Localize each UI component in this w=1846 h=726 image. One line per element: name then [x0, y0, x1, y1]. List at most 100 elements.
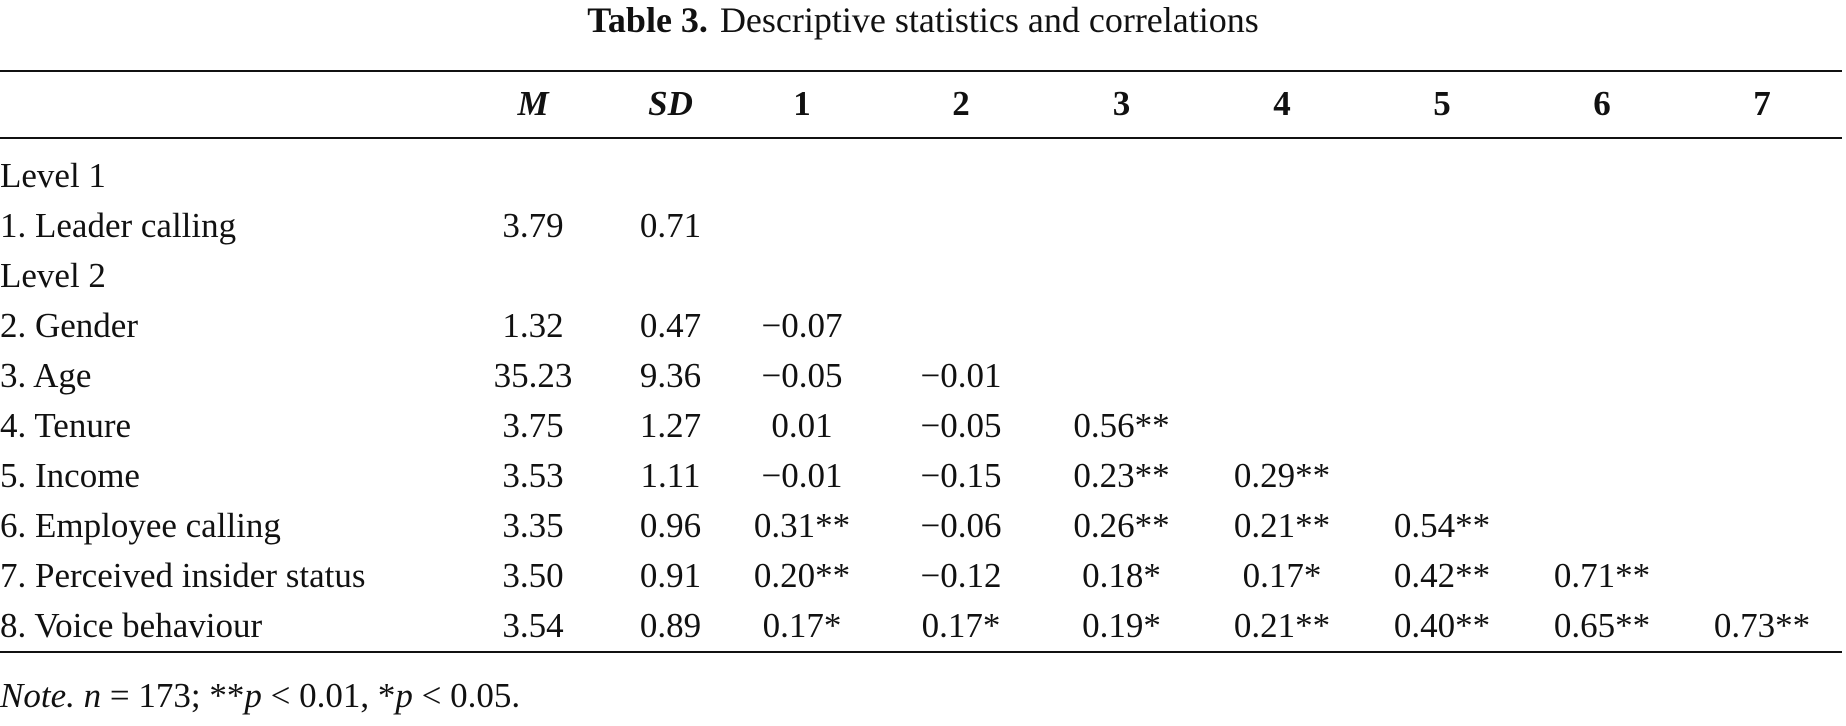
- table-cell: [448, 137, 618, 201]
- table-note: Note. n = 173; **p < 0.01, *p < 0.05.: [0, 676, 520, 716]
- column-header: 1: [793, 84, 811, 123]
- table-cell: [1522, 251, 1682, 301]
- table-cell: 0.20**: [753, 556, 851, 595]
- table-cell: 0.18*: [1082, 556, 1161, 595]
- note-p2-text: < 0.05.: [412, 676, 521, 715]
- table-cell: [881, 201, 1041, 251]
- table-cell: 0.47: [639, 306, 702, 345]
- table-cell: −0.05: [920, 406, 1002, 445]
- table-cell: [1202, 137, 1362, 201]
- row-label: Level 2: [0, 256, 106, 295]
- table-cell: 0.17*: [921, 606, 1001, 645]
- row-label: 3. Age: [0, 356, 92, 395]
- table-cell: 0.21**: [1233, 606, 1331, 645]
- table-cell: 0.56**: [1073, 406, 1170, 445]
- row-label: 6. Employee calling: [0, 506, 281, 545]
- note-n-symbol: n: [83, 676, 102, 715]
- table-cell: [1202, 201, 1362, 251]
- header-blank: [0, 71, 448, 137]
- table-cell: 0.29**: [1233, 456, 1331, 495]
- table-row: Level 2: [0, 251, 1842, 301]
- column-header: 3: [1112, 84, 1131, 123]
- note-p1-text: < 0.01, *: [261, 676, 396, 715]
- table-cell: 0.54**: [1393, 506, 1491, 545]
- table-cell: [618, 251, 723, 301]
- table-cell: [1041, 137, 1202, 201]
- column-header: M: [517, 84, 549, 123]
- table-cell: [1041, 351, 1202, 401]
- table-cell: −0.05: [761, 356, 843, 395]
- row-label: 8. Voice behaviour: [0, 606, 263, 645]
- table-cell: 0.71: [639, 206, 702, 245]
- table-cell: [881, 301, 1041, 351]
- table-cell: [881, 251, 1041, 301]
- table-cell: 0.31**: [753, 506, 851, 545]
- table-cell: [723, 137, 881, 201]
- table-cell: [1041, 251, 1202, 301]
- table-cell: 0.40**: [1393, 606, 1491, 645]
- table-cell: −0.15: [920, 456, 1002, 495]
- table-cell: 0.23**: [1073, 456, 1170, 495]
- table-cell: [1682, 451, 1842, 501]
- table-cell: −0.07: [761, 306, 843, 345]
- table-cell: 1.11: [640, 456, 701, 495]
- table-cell: [1202, 351, 1362, 401]
- statistics-table: M SD 1 2 3 4 5 6 7 Level 1 1. Leader calling 3.79 0…: [0, 71, 1842, 651]
- bottom-rule: [0, 651, 1842, 653]
- table-cell: [881, 137, 1041, 201]
- table-cell: 3.54: [502, 606, 564, 645]
- table-cell: 3.35: [502, 506, 564, 545]
- table-cell: −0.01: [761, 456, 843, 495]
- table-caption: Descriptive statistics and correlations: [719, 0, 1259, 40]
- table-row: 8. Voice behaviour 3.54 0.89 0.17* 0.17* 0.19…: [0, 601, 1842, 651]
- row-label: 1. Leader calling: [0, 206, 237, 245]
- table-cell: −0.12: [920, 556, 1002, 595]
- table-cell: [723, 201, 881, 251]
- table-cell: 0.19*: [1082, 606, 1161, 645]
- table-cell: 0.96: [639, 506, 702, 545]
- table-cell: [1682, 201, 1842, 251]
- table-cell: [1682, 251, 1842, 301]
- table-cell: 0.73**: [1713, 606, 1811, 645]
- column-header: 2: [952, 84, 970, 123]
- table-cell: [1041, 201, 1202, 251]
- note-p2-symbol: p: [395, 676, 413, 715]
- table-cell: [1522, 501, 1682, 551]
- table-cell: 0.17*: [762, 606, 842, 645]
- table-cell: 0.71**: [1553, 556, 1651, 595]
- table-cell: 0.01: [771, 406, 833, 445]
- row-label: 4. Tenure: [0, 406, 132, 445]
- table-cell: [1362, 251, 1522, 301]
- table-cell: [1682, 401, 1842, 451]
- note-label: Note.: [0, 676, 75, 715]
- table-cell: [1362, 451, 1522, 501]
- table-cell: [1682, 137, 1842, 201]
- header-rule: [0, 137, 1842, 139]
- table-body: Level 1 1. Leader calling 3.79 0.71 Level 2 2…: [0, 137, 1842, 651]
- table-row: 4. Tenure 3.75 1.27 0.01 −0.05 0.56**: [0, 401, 1842, 451]
- table-cell: 0.91: [639, 556, 702, 595]
- table-title: Table 3. Descriptive statistics and corre…: [0, 0, 1846, 40]
- table-row: 1. Leader calling 3.79 0.71: [0, 201, 1842, 251]
- table-cell: [1362, 201, 1522, 251]
- table-cell: 9.36: [639, 356, 702, 395]
- table-cell: [723, 251, 881, 301]
- row-label: 2. Gender: [0, 306, 139, 345]
- table-row: 5. Income 3.53 1.11 −0.01 −0.15 0.23** 0.29**: [0, 451, 1842, 501]
- table-cell: 0.89: [639, 606, 702, 645]
- table-cell: −0.06: [920, 506, 1002, 545]
- table-cell: [1202, 401, 1362, 451]
- header-row: M SD 1 2 3 4 5 6 7: [0, 71, 1842, 137]
- table-cell: 1.27: [639, 406, 702, 445]
- table-cell: [1522, 451, 1682, 501]
- table-cell: [1522, 401, 1682, 451]
- table-cell: 0.65**: [1553, 606, 1651, 645]
- top-rule: [0, 70, 1842, 72]
- table-cell: [1682, 551, 1842, 601]
- table-cell: 3.75: [502, 406, 564, 445]
- table-cell: 0.17*: [1242, 556, 1322, 595]
- note-p1-symbol: p: [244, 676, 262, 715]
- table-row: Level 1: [0, 137, 1842, 201]
- table-cell: [1202, 251, 1362, 301]
